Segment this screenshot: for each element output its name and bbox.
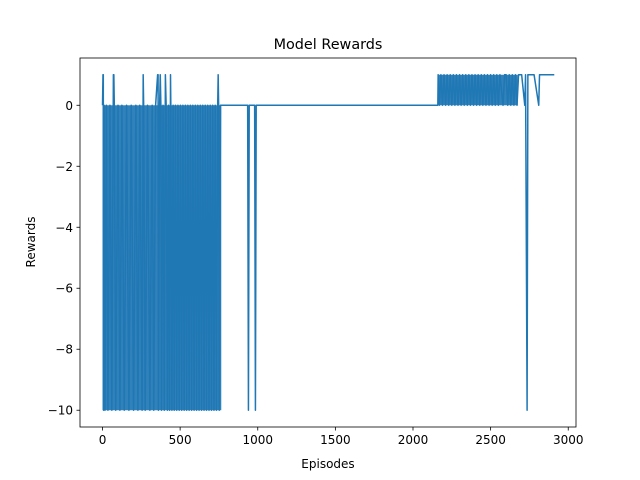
y-tick-label: −4 (55, 221, 73, 235)
y-axis-label: Rewards (24, 217, 38, 268)
y-tick-label: −8 (55, 343, 73, 357)
y-tick-label: −6 (55, 282, 73, 296)
series-line-0 (101, 74, 555, 411)
x-tick-label: 3000 (553, 433, 584, 447)
plot-area (101, 74, 555, 411)
y-axis-ticks: −10 −8 −6 −4 −2 0 (48, 99, 80, 418)
x-tick-label: 1500 (320, 433, 351, 447)
x-tick-label: 0 (99, 433, 107, 447)
axes-frame (79, 57, 577, 428)
y-tick-label: −10 (48, 404, 73, 418)
x-axis-ticks: 0 500 1000 1500 2000 2500 3000 (99, 427, 584, 447)
y-tick-label: −2 (55, 160, 73, 174)
x-axis-label: Episodes (301, 457, 354, 471)
series-group (101, 74, 555, 411)
x-tick-label: 1000 (242, 433, 273, 447)
x-tick-label: 2000 (398, 433, 429, 447)
y-tick-label: 0 (65, 99, 73, 113)
x-tick-label: 500 (169, 433, 192, 447)
x-tick-label: 2500 (475, 433, 506, 447)
chart-title: Model Rewards (274, 37, 383, 53)
